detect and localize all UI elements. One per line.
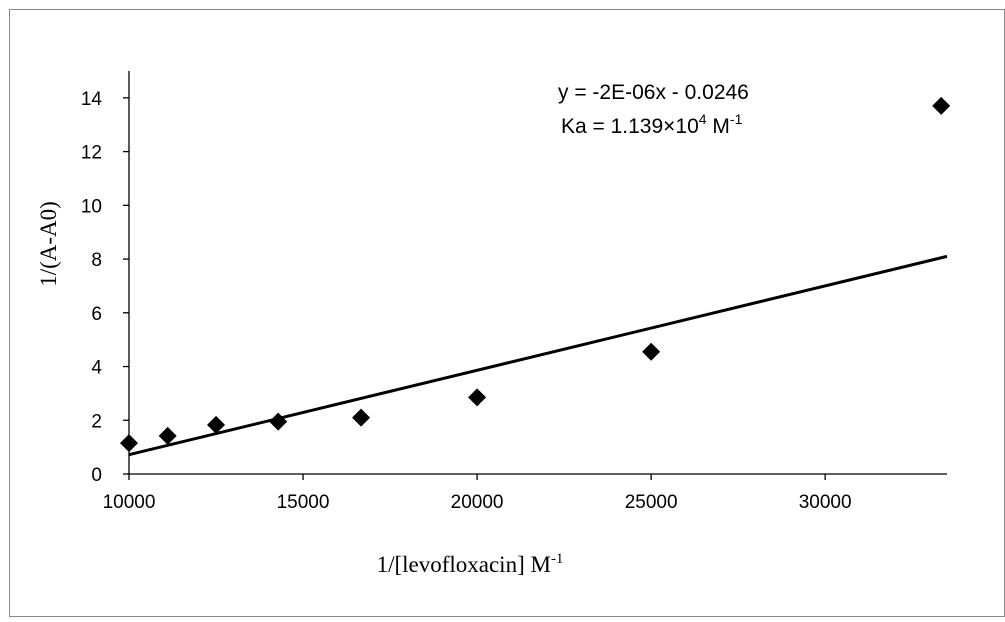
x-axis-title-sup: -1 bbox=[551, 551, 564, 567]
data-point bbox=[642, 342, 661, 361]
data-point bbox=[207, 415, 226, 434]
data-point bbox=[269, 412, 288, 431]
data-point bbox=[468, 388, 487, 407]
chart-border bbox=[9, 9, 1005, 617]
y-tick-label: 12 bbox=[81, 143, 102, 164]
y-tick-label: 6 bbox=[91, 304, 102, 325]
data-point bbox=[932, 96, 951, 115]
data-point bbox=[158, 426, 177, 445]
y-axis-title: 1/(A-A0) bbox=[36, 201, 61, 287]
ka-annotation: Ka = 1.139×104 M-1 bbox=[561, 111, 743, 138]
x-axis-title-main: 1/[levofloxacin] M bbox=[377, 552, 551, 577]
x-axis-ticks: 10000 15000 20000 25000 30000 bbox=[103, 474, 852, 513]
ka-prefix: Ka = 1.139×10 bbox=[561, 115, 699, 138]
ka-exponent: 4 bbox=[699, 111, 707, 127]
y-tick-label: 10 bbox=[81, 196, 102, 217]
x-axis-title: 1/[levofloxacin] M-1 bbox=[377, 551, 564, 577]
y-tick-label: 4 bbox=[91, 358, 102, 379]
x-tick-label: 20000 bbox=[451, 492, 504, 513]
y-tick-label: 8 bbox=[91, 250, 102, 271]
x-tick-label: 25000 bbox=[625, 492, 678, 513]
y-tick-label: 14 bbox=[81, 89, 103, 110]
y-axis-ticks: 0 2 4 6 8 10 12 14 bbox=[81, 89, 129, 486]
trendline bbox=[128, 254, 948, 457]
data-points bbox=[120, 96, 951, 453]
data-point bbox=[120, 434, 138, 453]
x-tick-label: 30000 bbox=[799, 492, 852, 513]
ka-unit: M bbox=[707, 115, 730, 138]
y-tick-label: 2 bbox=[91, 411, 102, 432]
equation-annotation: y = -2E-06x - 0.0246 bbox=[558, 81, 749, 104]
x-tick-label: 10000 bbox=[103, 492, 156, 513]
y-tick-label: 0 bbox=[91, 465, 102, 486]
x-tick-label: 15000 bbox=[277, 492, 330, 513]
data-point bbox=[352, 408, 371, 427]
ka-unit-exponent: -1 bbox=[730, 111, 743, 127]
